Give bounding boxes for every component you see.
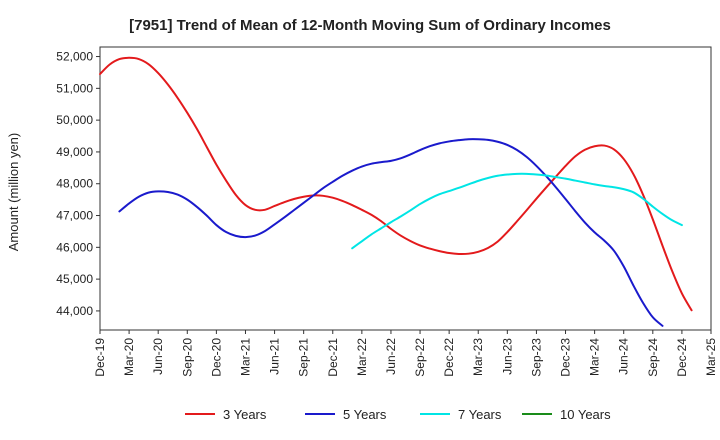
y-axis-label: Amount (million yen) [6, 133, 21, 252]
y-tick-label: 50,000 [56, 113, 93, 127]
y-tick-label: 52,000 [56, 50, 93, 64]
legend-item-7-years: 7 Years [420, 407, 502, 422]
series-line-3-years [99, 56, 693, 312]
legend-label: 7 Years [458, 407, 502, 422]
legend-item-10-years: 10 Years [522, 407, 611, 422]
series-line-7-years [351, 172, 683, 250]
x-tick-label: Dec-22 [442, 338, 456, 377]
y-axis: 44,000 45,000 46,000 47,000 48,000 49,000 50,0… [56, 50, 100, 318]
x-tick-label: Mar-21 [238, 338, 252, 376]
x-tick-label: Sep-23 [529, 338, 543, 377]
x-tick-label: Dec-21 [326, 338, 340, 377]
x-tick-label: Jun-21 [268, 338, 282, 375]
series-line-5-years [118, 138, 664, 327]
y-tick-label: 44,000 [56, 304, 93, 318]
y-tick-label: 48,000 [56, 177, 93, 191]
x-tick-label: Sep-20 [180, 338, 194, 377]
x-tick-label: Dec-23 [559, 338, 573, 377]
x-tick-label: Mar-25 [704, 338, 718, 376]
x-tick-label: Sep-21 [297, 338, 311, 377]
y-tick-label: 45,000 [56, 272, 93, 286]
legend-item-3-years: 3 Years [185, 407, 267, 422]
x-tick-label: Dec-20 [209, 338, 223, 377]
y-tick-label: 49,000 [56, 145, 93, 159]
legend-item-5-years: 5 Years [305, 407, 387, 422]
legend-label: 10 Years [560, 407, 611, 422]
x-tick-label: Jun-22 [384, 338, 398, 375]
legend: 3 Years 5 Years 7 Years 10 Years [185, 407, 611, 422]
x-tick-label: Mar-22 [355, 338, 369, 376]
x-axis: Dec-19 Mar-20 Jun-20 Sep-20 Dec-20 Mar-21 Jun-… [93, 330, 718, 377]
x-tick-label: Jun-24 [617, 338, 631, 375]
x-tick-label: Sep-22 [413, 338, 427, 377]
y-tick-label: 47,000 [56, 209, 93, 223]
legend-label: 5 Years [343, 407, 387, 422]
x-tick-label: Jun-20 [151, 338, 165, 375]
series-lines [99, 56, 693, 327]
x-tick-label: Mar-24 [588, 338, 602, 376]
x-tick-label: Dec-24 [675, 338, 689, 377]
x-tick-label: Dec-19 [93, 338, 107, 377]
x-tick-label: Mar-20 [122, 338, 136, 376]
x-tick-label: Sep-24 [646, 338, 660, 377]
y-tick-label: 51,000 [56, 81, 93, 95]
y-tick-label: 46,000 [56, 240, 93, 254]
x-tick-label: Mar-23 [471, 338, 485, 376]
chart-title: [7951] Trend of Mean of 12-Month Moving … [129, 17, 611, 34]
legend-label: 3 Years [223, 407, 267, 422]
x-tick-label: Jun-23 [500, 338, 514, 375]
plot-area [99, 46, 712, 331]
